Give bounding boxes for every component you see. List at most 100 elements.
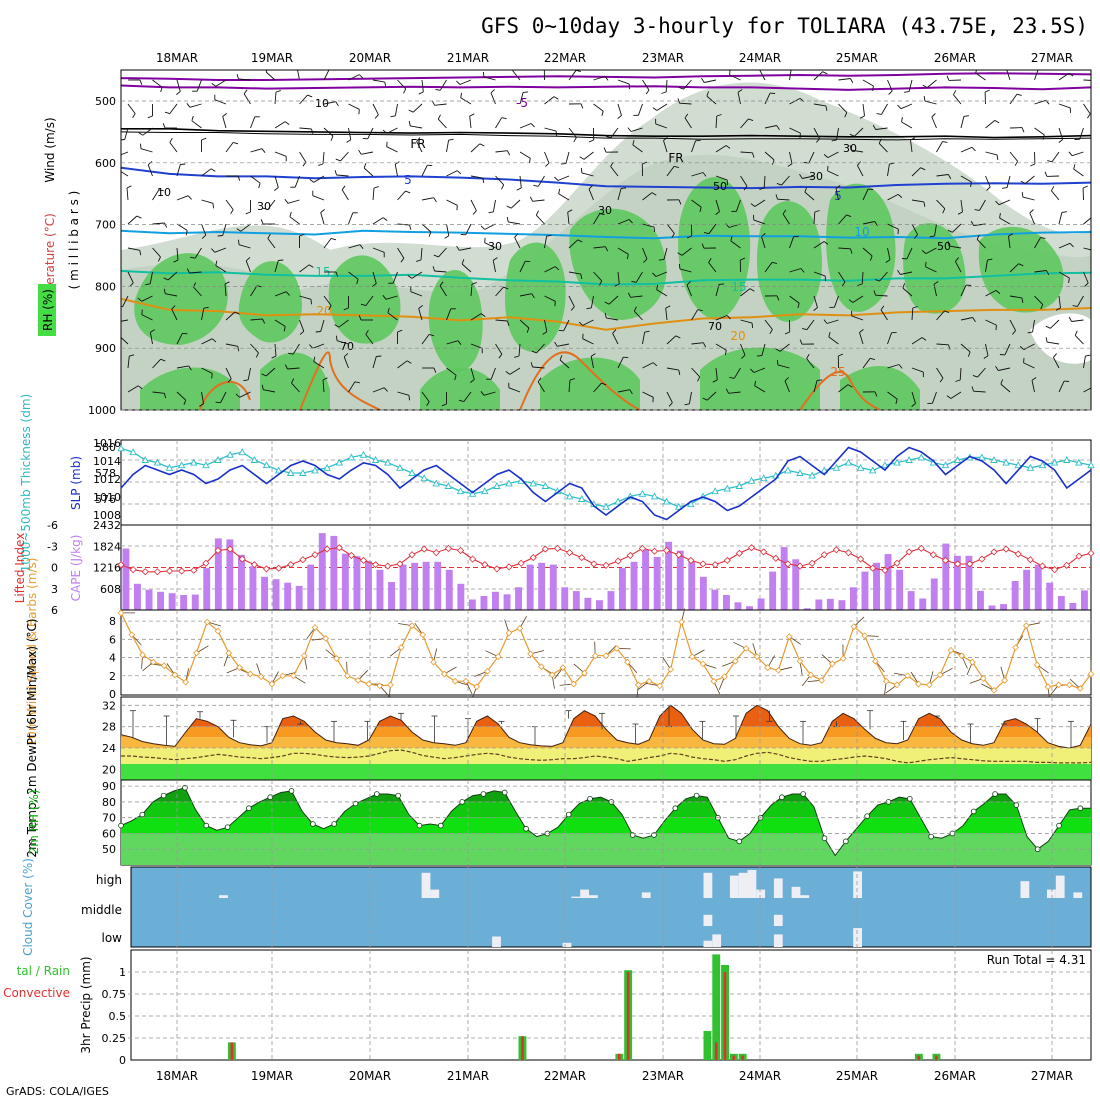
wind-barb bbox=[1029, 212, 1035, 225]
wind-barb bbox=[363, 167, 374, 177]
lifted-tick: 3 bbox=[51, 583, 58, 596]
cape-bar bbox=[168, 593, 176, 610]
thickness-point bbox=[868, 466, 877, 474]
wind-barb-flag bbox=[256, 285, 262, 288]
wind-barb-flag bbox=[132, 113, 136, 119]
wind-barb bbox=[518, 343, 521, 357]
wind-barb-flag bbox=[416, 259, 422, 262]
wind-barb-flag bbox=[503, 286, 509, 290]
wind-barb-flag bbox=[814, 210, 820, 213]
lifted-point bbox=[372, 561, 380, 569]
wind-barb-flag bbox=[626, 254, 629, 260]
wind-point bbox=[473, 683, 481, 691]
wind-barb-flag bbox=[139, 79, 143, 85]
wind-barb bbox=[813, 380, 818, 393]
cape-bar bbox=[468, 599, 476, 610]
wind-barb bbox=[590, 295, 594, 308]
profile-ylabel-mb: ( m i l l i b a r s ) bbox=[67, 191, 81, 290]
rh-shade-70 bbox=[678, 177, 751, 320]
wind-point bbox=[634, 681, 642, 689]
rh-contour-label: 50 bbox=[713, 180, 727, 193]
lifted-point bbox=[432, 549, 440, 557]
wind-barb-flag bbox=[921, 337, 927, 341]
wind-point bbox=[645, 677, 653, 685]
wind-barb bbox=[691, 199, 702, 208]
wind-barb-flag bbox=[138, 385, 143, 390]
wind-barb-flag bbox=[697, 376, 701, 382]
wind-barb bbox=[495, 150, 508, 153]
wind-barb-flag bbox=[939, 377, 944, 383]
wind-barb bbox=[806, 358, 815, 369]
wind-barb-flag bbox=[1029, 209, 1034, 214]
wind-barb bbox=[838, 214, 847, 225]
lifted-point bbox=[747, 544, 756, 552]
wind-barb bbox=[926, 79, 937, 88]
wind-barb bbox=[519, 293, 532, 297]
thickness-point bbox=[784, 466, 792, 474]
wind-barb bbox=[642, 332, 646, 345]
wind-barb bbox=[568, 127, 577, 138]
wind-barb bbox=[782, 213, 790, 225]
wind-barb-flag bbox=[137, 297, 143, 302]
wind-barb-flag bbox=[995, 366, 999, 371]
wind-barb-flag bbox=[673, 165, 680, 169]
wind-barb-flag bbox=[776, 125, 780, 130]
wind-barb-flag bbox=[599, 280, 603, 286]
wind-barb bbox=[1051, 190, 1060, 201]
wind-barb bbox=[470, 143, 481, 153]
wind-barb bbox=[754, 385, 766, 393]
wind-barb-flag bbox=[334, 170, 337, 176]
cloud-level-label: low bbox=[102, 931, 123, 945]
cape-bar bbox=[365, 561, 372, 610]
wind-barb-flag bbox=[902, 283, 906, 289]
wind-barb-flag bbox=[400, 257, 405, 263]
wind-barb bbox=[740, 343, 746, 356]
wind-barb bbox=[934, 223, 937, 236]
wind-barb bbox=[176, 333, 183, 345]
date-label-top: 26MAR bbox=[934, 51, 976, 65]
wind-point bbox=[731, 657, 739, 665]
lifted-point bbox=[832, 546, 840, 554]
wind-point bbox=[408, 622, 416, 630]
lifted-point bbox=[262, 565, 271, 573]
credit: GrADS: COLA/IGES bbox=[6, 1085, 109, 1098]
wind-barb bbox=[127, 215, 138, 225]
wind-barb-flag bbox=[313, 356, 316, 362]
wind-barb-flag bbox=[441, 403, 447, 407]
rh-point bbox=[992, 791, 998, 797]
wind-barb-flag bbox=[776, 359, 779, 365]
wind-barb-flag bbox=[1094, 386, 1098, 389]
lifted-point bbox=[505, 563, 513, 571]
wind-barb-flag bbox=[537, 377, 542, 383]
lifted-point bbox=[893, 559, 901, 567]
wind-barb bbox=[299, 319, 305, 332]
wind-point bbox=[1012, 644, 1019, 651]
wind-point bbox=[397, 644, 405, 651]
wind-barb bbox=[470, 343, 483, 349]
wind-barb-flag bbox=[874, 278, 880, 282]
wind-barb-flag bbox=[456, 245, 460, 251]
wind-barb bbox=[519, 92, 524, 105]
wind-barb bbox=[979, 199, 986, 211]
wind-barb bbox=[753, 367, 766, 373]
wind-barb bbox=[691, 367, 701, 378]
cape-bar bbox=[711, 589, 719, 610]
thickness-point bbox=[990, 456, 998, 463]
wind-barb bbox=[715, 315, 728, 321]
lifted-point bbox=[917, 544, 925, 552]
wind-barb bbox=[323, 101, 336, 105]
wind-barb bbox=[998, 199, 1011, 206]
wind-barb-flag bbox=[365, 329, 369, 335]
wind-barb bbox=[789, 295, 800, 304]
wind-barb bbox=[813, 241, 825, 249]
wind-barb bbox=[835, 188, 839, 201]
rh-point bbox=[1056, 822, 1062, 829]
wind-barb-flag bbox=[603, 147, 607, 153]
wind-barb bbox=[323, 127, 334, 137]
wind-barb-flag bbox=[289, 211, 292, 217]
wind-barb-flag bbox=[480, 313, 486, 317]
wind-barb bbox=[633, 310, 643, 321]
slp-tick: 1010 bbox=[93, 491, 121, 504]
wind-barb-flag bbox=[1069, 242, 1074, 248]
lifted-point bbox=[699, 560, 707, 568]
